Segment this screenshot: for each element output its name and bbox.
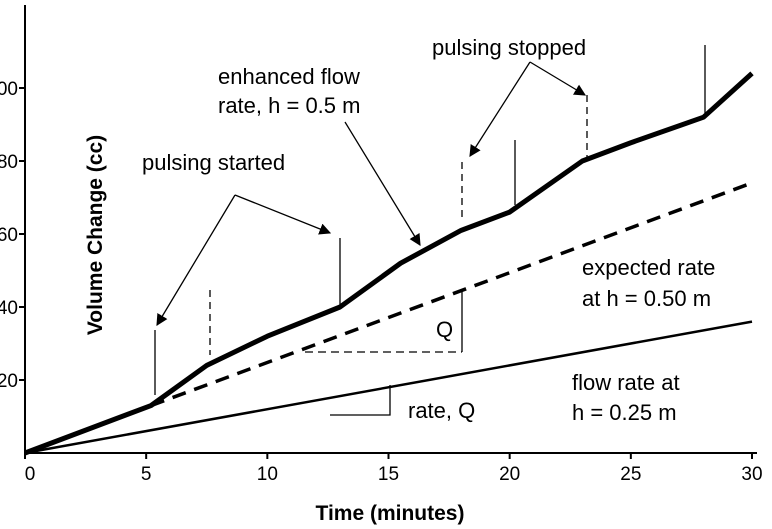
x-axis-label: Time (minutes): [316, 502, 465, 525]
annotation: rate, Q: [408, 398, 475, 423]
y-tick-label: 100: [0, 79, 18, 100]
annotation: at h = 0.50 m: [582, 286, 711, 311]
annotation-shapes: [154, 45, 706, 416]
series-line: [24, 71, 754, 456]
x-tick-label: 15: [378, 464, 399, 485]
x-tick-label: 20: [499, 464, 520, 485]
series-line: [24, 320, 753, 455]
annotation: expected rate: [582, 255, 715, 280]
y-tick-label: 20: [0, 371, 18, 392]
x-tick-label: 25: [620, 464, 641, 485]
y-tick-label: 40: [0, 298, 18, 319]
y-tick-label: 60: [0, 225, 18, 246]
x-tick-label: 0: [25, 464, 36, 485]
annotation: Q: [436, 317, 453, 342]
y-tick-label: 80: [0, 152, 18, 173]
annotation: flow rate at: [572, 370, 680, 395]
y-axis-label: Volume Change (cc): [84, 135, 107, 335]
x-tick-label: 30: [741, 464, 762, 485]
annotation: h = 0.25 m: [572, 400, 677, 425]
x-tick-label: 10: [257, 464, 278, 485]
annotation: enhanced flow: [218, 64, 360, 89]
annotation: rate, h = 0.5 m: [218, 93, 360, 118]
series-line: [150, 181, 753, 408]
x-tick-label: 5: [141, 464, 152, 485]
annotation: pulsing started: [142, 150, 285, 175]
annotation: pulsing stopped: [432, 35, 586, 60]
